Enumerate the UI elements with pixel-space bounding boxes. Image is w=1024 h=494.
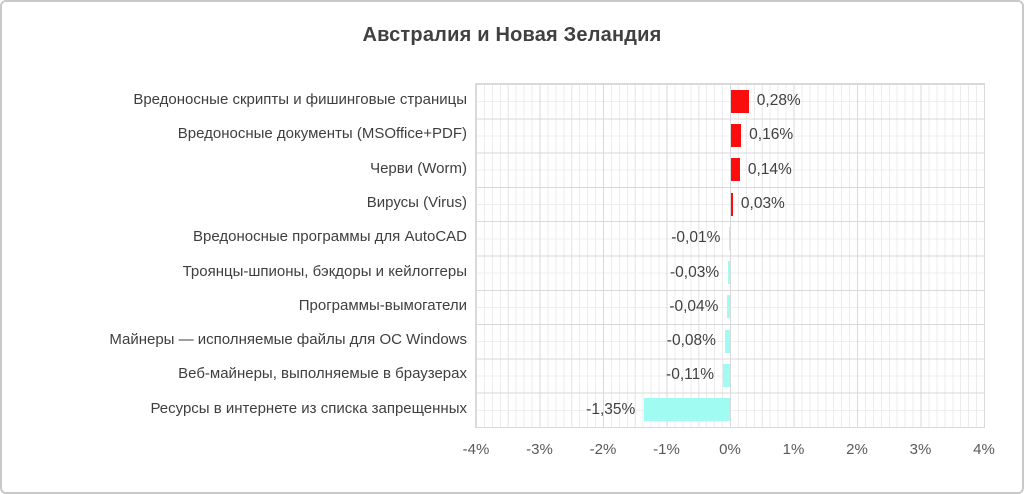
value-label: -0,03% <box>669 263 720 281</box>
x-axis-tick-label: -2% <box>589 441 617 458</box>
bar-negative <box>727 295 730 319</box>
category-label: Вредоносные программы для AutoCAD <box>192 228 467 246</box>
x-axis-tick-label: 1% <box>782 441 805 458</box>
bar-negative <box>729 226 730 250</box>
value-label: -0,11% <box>666 366 715 384</box>
bar-positive <box>731 192 733 216</box>
category-label: Вредоносные документы (MSOffice+PDF) <box>177 125 467 143</box>
x-axis-tick-label: 2% <box>846 441 868 458</box>
x-axis-tick-label: -1% <box>653 441 680 458</box>
chart-title: Австралия и Новая Зеландия <box>362 24 662 46</box>
x-axis-tick-label: -3% <box>526 441 553 458</box>
bar-negative <box>644 398 730 422</box>
x-axis-tick-label: 4% <box>973 441 995 458</box>
category-label: Вредоносные скрипты и фишинговые страниц… <box>133 91 467 108</box>
value-label: -0,08% <box>666 332 716 350</box>
x-axis: -4% -3% -2% -1% 0% 1% 2% 3% 4% <box>463 441 995 463</box>
value-label: -0,04% <box>669 297 719 315</box>
bar-positive <box>731 158 740 182</box>
category-axis: Вредоносные скрипты и фишинговые страниц… <box>2 83 467 426</box>
x-axis-tick-label: 3% <box>909 441 932 458</box>
value-label: 0,14% <box>747 160 792 178</box>
category-label: Вирусы (Virus) <box>366 193 467 211</box>
bar-positive <box>731 123 742 147</box>
category-label: Веб-майнеры, выполняемые в браузерах <box>178 365 467 383</box>
category-label: Майнеры — исполняемые файлы для ОС Windo… <box>109 331 467 349</box>
bar-positive <box>731 89 749 113</box>
bar-negative <box>723 364 730 388</box>
value-label: -0,01% <box>671 229 721 247</box>
value-label: -1,35% <box>586 400 636 418</box>
bar-negative <box>728 261 730 285</box>
category-label: Троянцы-шпионы, бэкдоры и кейлоггеры <box>182 262 467 280</box>
plot-area: 0,28% 0,16% 0,14% 0,03% -0,01% -0,03% -0,04% -0… <box>475 83 985 428</box>
x-axis-tick-label: 0% <box>719 441 741 458</box>
category-label: Черви (Worm) <box>370 159 467 177</box>
category-label: Программы-вымогатели <box>298 296 467 314</box>
value-label: 0,28% <box>756 92 801 109</box>
x-axis-tick-label: -4% <box>462 441 490 458</box>
value-label: 0,16% <box>749 126 794 144</box>
category-label: Ресурсы в интернете из списка запрещенны… <box>150 399 467 417</box>
bar-negative <box>724 329 730 353</box>
value-label: 0,03% <box>740 194 785 212</box>
